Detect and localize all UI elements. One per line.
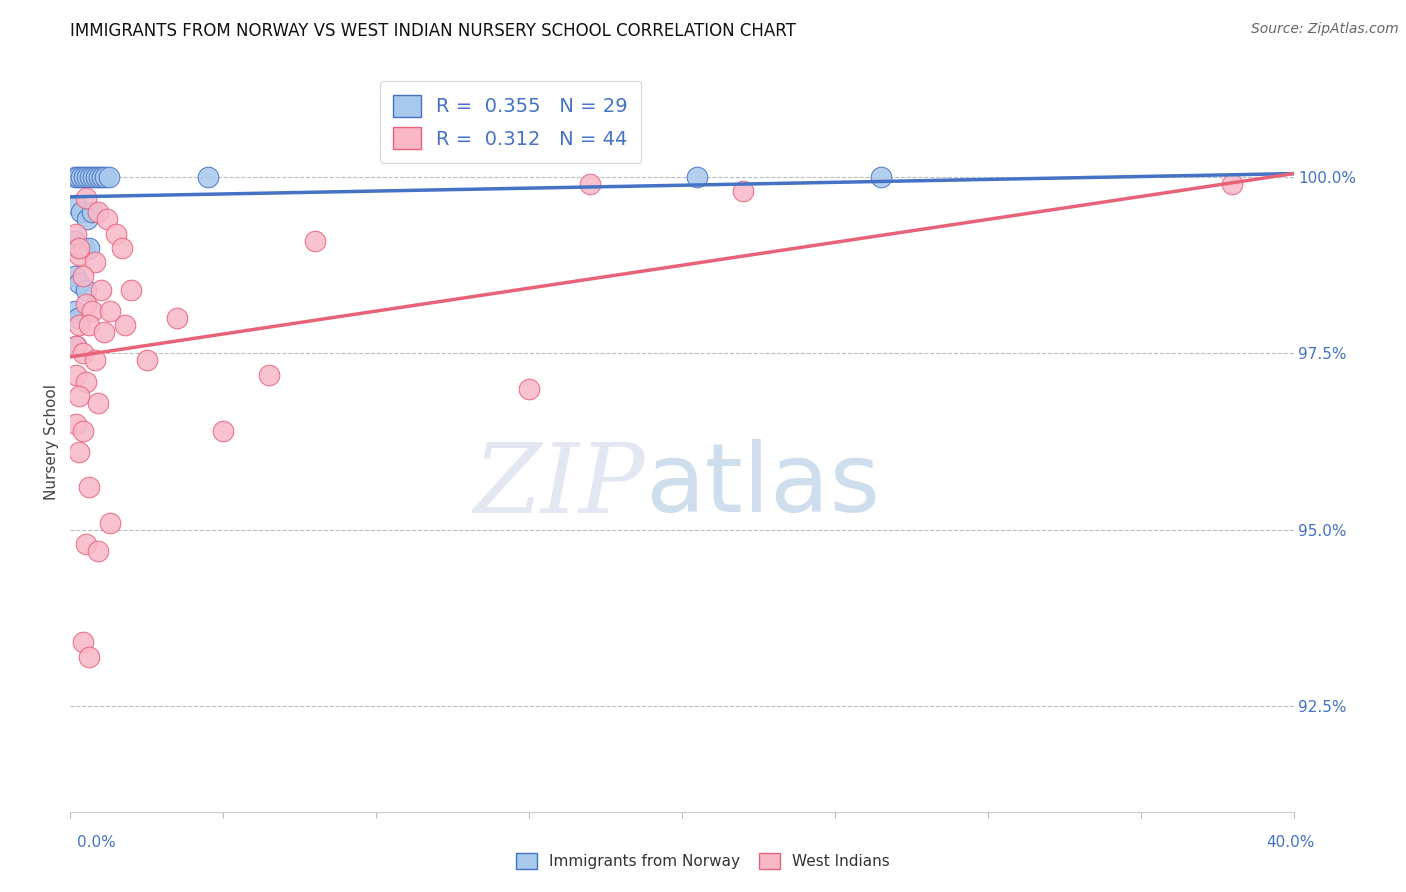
Point <box>65 198 87 212</box>
Point <box>257 368 280 382</box>
Point <box>87 396 110 410</box>
Point <box>72 635 94 649</box>
Point <box>111 241 134 255</box>
Point <box>72 346 94 360</box>
Point <box>87 544 110 558</box>
Point <box>70 170 93 185</box>
Point <box>66 311 89 326</box>
Point <box>80 304 103 318</box>
Point <box>98 304 121 318</box>
Point <box>105 227 128 241</box>
Legend: Immigrants from Norway, West Indians: Immigrants from Norway, West Indians <box>510 847 896 875</box>
Point <box>89 170 111 185</box>
Point <box>121 283 143 297</box>
Point <box>70 205 93 219</box>
Point <box>77 480 100 494</box>
Point <box>65 368 87 382</box>
Legend: R =  0.355   N = 29, R =  0.312   N = 44: R = 0.355 N = 29, R = 0.312 N = 44 <box>380 81 641 163</box>
Point <box>76 170 98 185</box>
Point <box>65 339 87 353</box>
Point <box>197 170 219 185</box>
Point <box>93 325 115 339</box>
Point <box>76 212 98 227</box>
Point <box>73 241 96 255</box>
Point <box>72 424 94 438</box>
Point <box>69 445 91 459</box>
Text: IMMIGRANTS FROM NORWAY VS WEST INDIAN NURSERY SCHOOL CORRELATION CHART: IMMIGRANTS FROM NORWAY VS WEST INDIAN NU… <box>70 22 796 40</box>
Text: ZIP: ZIP <box>474 439 645 533</box>
Point <box>63 304 86 318</box>
Point <box>83 254 105 268</box>
Point <box>1222 177 1244 191</box>
Point <box>166 311 188 326</box>
Point <box>65 417 87 431</box>
Point <box>66 170 89 185</box>
Point <box>75 191 97 205</box>
Point <box>65 339 87 353</box>
Text: atlas: atlas <box>645 440 880 533</box>
Text: Source: ZipAtlas.com: Source: ZipAtlas.com <box>1251 22 1399 37</box>
Point <box>69 248 91 262</box>
Point <box>75 537 97 551</box>
Point <box>686 170 709 185</box>
Point <box>63 268 86 283</box>
Point <box>73 170 96 185</box>
Point <box>90 283 112 297</box>
Point <box>212 424 235 438</box>
Point <box>77 241 100 255</box>
Point <box>69 318 91 333</box>
Point <box>517 382 540 396</box>
Point <box>82 170 104 185</box>
Point <box>75 375 97 389</box>
Point <box>869 170 891 185</box>
Point <box>96 212 118 227</box>
Point <box>304 234 326 248</box>
Point <box>80 205 103 219</box>
Point <box>91 170 114 185</box>
Point <box>69 389 91 403</box>
Text: 40.0%: 40.0% <box>1267 836 1315 850</box>
Point <box>69 241 91 255</box>
Point <box>63 170 86 185</box>
Point <box>97 170 120 185</box>
Text: 0.0%: 0.0% <box>77 836 117 850</box>
Point <box>65 227 87 241</box>
Point <box>87 205 110 219</box>
Point <box>79 170 101 185</box>
Point <box>72 268 94 283</box>
Point <box>94 170 117 185</box>
Point <box>75 297 97 311</box>
Point <box>77 649 100 664</box>
Point <box>98 516 121 530</box>
Point <box>66 241 89 255</box>
Point <box>77 318 100 333</box>
Point <box>84 170 107 185</box>
Point <box>114 318 136 333</box>
Point <box>83 353 105 368</box>
Point <box>69 276 91 290</box>
Point <box>75 283 97 297</box>
Y-axis label: Nursery School: Nursery School <box>44 384 59 500</box>
Point <box>63 234 86 248</box>
Point <box>733 184 755 198</box>
Point <box>135 353 157 368</box>
Point <box>579 177 602 191</box>
